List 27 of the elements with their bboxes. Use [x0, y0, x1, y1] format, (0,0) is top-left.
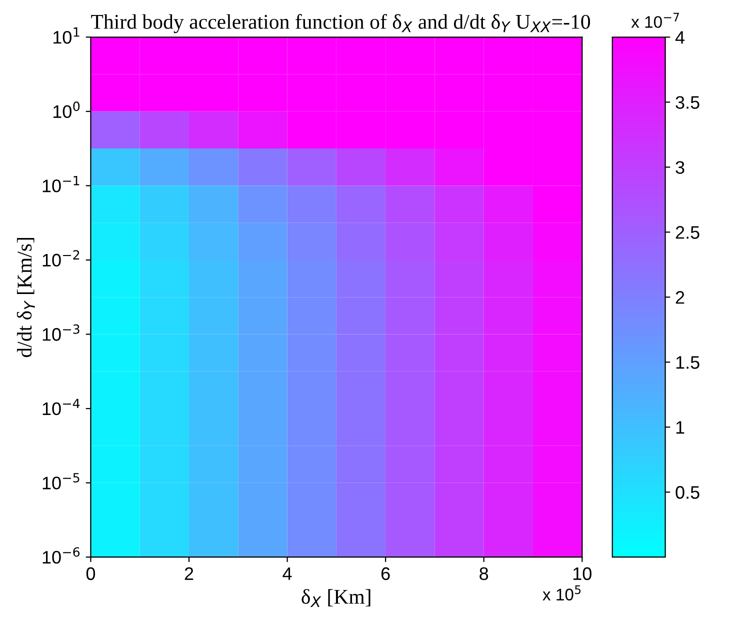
x-tick-label: 6 [381, 567, 390, 580]
color-bar-label: 4 [675, 31, 685, 44]
y-tick-label: 10$^{1}$ [53, 27, 80, 44]
text: x 10$^{5}$ [542, 585, 581, 600]
y-axis-title: d/dt δ$_{Y}$ [Km/s] [16, 238, 35, 358]
x-tick-label: 0 [86, 567, 96, 580]
color-bar-label: 0.5 [676, 486, 700, 499]
y-tick-label: 10$^{−4}$ [42, 398, 80, 416]
x-tick-label: 4 [282, 567, 292, 580]
x-axis-title: δ$_{X}$ [Km] [302, 589, 370, 608]
y-tick-label: 10$^{−6}$ [42, 547, 80, 564]
chart-title: Third body acceleration function of δ$_{X}$ and d/dt δ$_{Y}$ U$_{XX}$=-10 [91, 14, 590, 34]
color-bar-label: 3.5 [676, 96, 700, 109]
color-bar-label: 3 [676, 161, 684, 174]
y-tick-label: 10$^{0}$ [53, 102, 80, 118]
y-tick-label: 10$^{−1}$ [42, 176, 80, 192]
x-tick-label: 2 [184, 567, 194, 580]
text: x 10$^{−7}$ [631, 12, 679, 28]
y-tick-label: 10$^{−5}$ [42, 473, 80, 490]
y-tick-label: 10$^{−2}$ [42, 250, 80, 267]
x-tick-label: 10 [573, 567, 592, 580]
color-bar-label: 2.5 [676, 226, 700, 239]
y-tick-label: 10$^{−3}$ [42, 324, 80, 341]
color-bar-label: 1.5 [676, 356, 700, 369]
x-tick-label: 8 [480, 567, 488, 580]
color-bar-label: 2 [676, 291, 684, 304]
color-bar-label: 1 [676, 421, 684, 434]
